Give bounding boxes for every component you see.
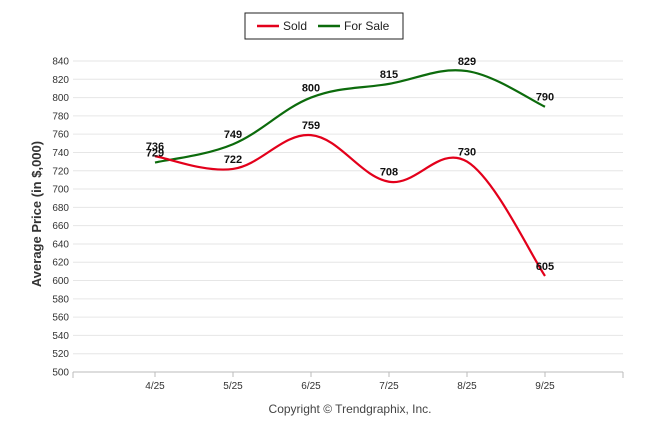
- x-tick-6/25: 6/25: [301, 381, 321, 392]
- y-tick-740: 740: [52, 148, 69, 159]
- y-tick-780: 780: [52, 111, 69, 122]
- legend: Sold For Sale: [244, 12, 404, 40]
- series-line-sold: [154, 133, 546, 277]
- x-tick-9/25: 9/25: [535, 381, 555, 392]
- y-tick-800: 800: [52, 93, 69, 104]
- data-label-for-sale-1: 749: [224, 129, 242, 141]
- data-labels: 736 722 759 708 730 605 729 749 800 815 829 790: [146, 56, 554, 273]
- x-tick-5/25: 5/25: [223, 381, 243, 392]
- data-label-sold-2: 759: [302, 120, 320, 132]
- y-tick-720: 720: [52, 166, 69, 177]
- y-tick-540: 540: [52, 331, 69, 342]
- grid: [73, 60, 623, 373]
- data-label-sold-3: 708: [380, 167, 398, 179]
- y-tick-760: 760: [52, 130, 69, 141]
- legend-label-for-sale: For Sale: [344, 19, 390, 33]
- y-tick-580: 580: [52, 294, 69, 305]
- data-label-for-sale-2: 800: [302, 83, 320, 95]
- y-tick-560: 560: [52, 313, 69, 324]
- y-tick-520: 520: [52, 349, 69, 360]
- y-tick-labels: 500 520 540 560 580 600 620 640 660 680 700 720 740 7…: [52, 57, 69, 379]
- data-label-for-sale-0: 729: [146, 148, 164, 160]
- data-label-sold-4: 730: [458, 147, 476, 159]
- y-tick-840: 840: [52, 57, 69, 68]
- legend-label-sold: Sold: [283, 19, 307, 33]
- data-label-for-sale-3: 815: [380, 69, 398, 81]
- y-tick-700: 700: [52, 185, 69, 196]
- axes: [72, 371, 624, 378]
- y-tick-620: 620: [52, 258, 69, 269]
- x-tick-8/25: 8/25: [457, 381, 477, 392]
- y-axis-label: Average Price (in $,000): [29, 141, 44, 287]
- y-tick-660: 660: [52, 221, 69, 232]
- data-label-sold-0: 736: [146, 141, 164, 153]
- x-tick-7/25: 7/25: [379, 381, 399, 392]
- data-label-sold-1: 722: [224, 154, 242, 166]
- y-tick-820: 820: [52, 75, 69, 86]
- x-tick-4/25: 4/25: [145, 381, 165, 392]
- data-label-sold-5: 605: [536, 261, 554, 273]
- data-label-for-sale-5: 790: [536, 92, 554, 104]
- copyright-text: Copyright © Trendgraphix, Inc.: [269, 402, 432, 416]
- y-tick-680: 680: [52, 203, 69, 214]
- y-tick-640: 640: [52, 239, 69, 250]
- series-lines: [154, 69, 546, 277]
- data-label-for-sale-4: 829: [458, 56, 476, 68]
- series-line-for-sale: [154, 69, 546, 164]
- x-tick-labels: 4/25 5/25 6/25 7/25 8/25 9/25: [145, 381, 555, 392]
- y-tick-600: 600: [52, 276, 69, 287]
- y-tick-500: 500: [52, 368, 69, 379]
